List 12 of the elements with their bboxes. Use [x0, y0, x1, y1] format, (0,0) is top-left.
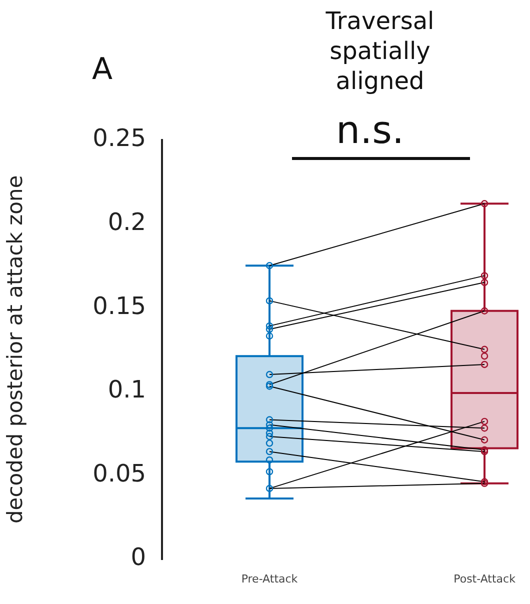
chart-title: Traversal spatially aligned [324, 6, 436, 96]
y-tick-label: 0.2 [108, 208, 146, 236]
x-tick-label: Post-Attack [454, 572, 516, 586]
y-tick-label: 0.15 [92, 292, 146, 320]
y-tick-label: 0.1 [108, 376, 146, 404]
y-tick-label: 0.25 [92, 124, 146, 152]
y-axis-title: decoded posterior at attack zone [3, 175, 28, 524]
x-tick-label: Pre-Attack [241, 572, 298, 586]
y-tick-label: 0.05 [92, 459, 146, 488]
text: A [92, 52, 113, 87]
annotation: n.s. [336, 108, 404, 152]
y-tick-label: 0 [130, 543, 146, 572]
